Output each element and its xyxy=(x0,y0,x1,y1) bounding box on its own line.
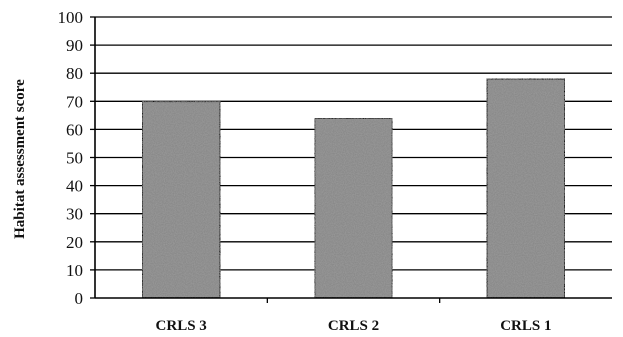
x-category-label: CRLS 1 xyxy=(500,318,551,334)
bar xyxy=(486,78,566,299)
y-tick-label: 0 xyxy=(75,289,84,308)
x-category-label: CRLS 3 xyxy=(156,318,207,334)
y-tick-label: 90 xyxy=(66,36,83,55)
y-axis-title: Habitat assessment score xyxy=(12,79,28,239)
y-tick-label: 70 xyxy=(66,92,83,111)
x-category-labels: CRLS 3 CRLS 2 CRLS 1 xyxy=(156,318,552,334)
y-tick-label: 10 xyxy=(66,261,83,280)
y-tick-labels: 0 10 20 30 40 50 60 70 80 90 100 xyxy=(58,8,84,308)
x-category-label: CRLS 2 xyxy=(328,318,379,334)
bar xyxy=(313,117,394,299)
y-tick-label: 80 xyxy=(66,64,83,83)
bar xyxy=(141,100,221,299)
y-tick-label: 60 xyxy=(66,120,83,139)
y-tick-label: 20 xyxy=(66,233,83,252)
y-tick-label: 50 xyxy=(66,149,83,168)
y-tick-label: 100 xyxy=(58,8,84,27)
axes xyxy=(90,16,612,303)
y-tick-label: 30 xyxy=(66,205,83,224)
y-tick-label: 40 xyxy=(66,177,83,196)
bars xyxy=(141,78,566,299)
